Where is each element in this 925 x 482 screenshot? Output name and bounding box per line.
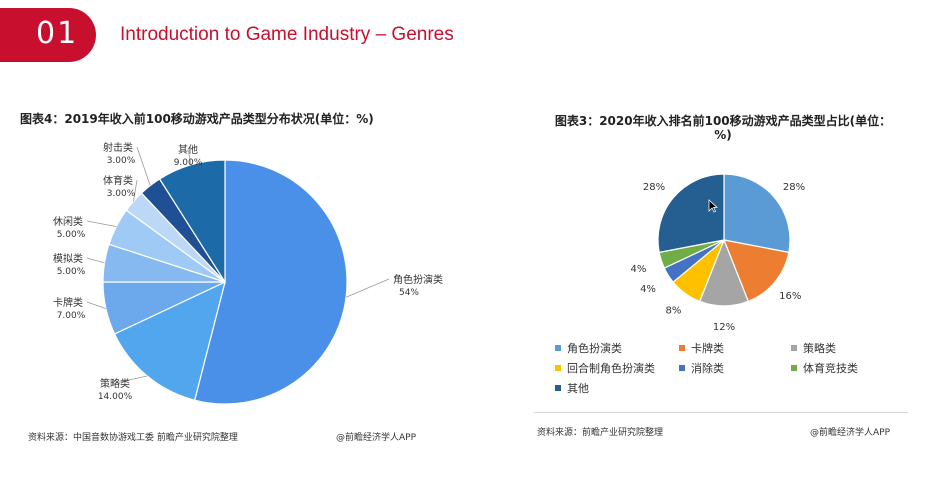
chart1-slice-1 xyxy=(113,280,226,401)
chart1-leader-line xyxy=(114,375,148,384)
chart1-slice-value: 7.00% xyxy=(57,311,86,321)
chart1-slice-value: 54% xyxy=(399,288,419,298)
chart2-slice-value: 4% xyxy=(630,264,646,275)
chart1-slice-label: 策略类 xyxy=(100,377,130,390)
legend-swatch xyxy=(555,385,561,391)
chart2-source: 资料来源：前瞻产业研究院整理 xyxy=(537,428,664,438)
chart1-slice-label: 体育类 xyxy=(103,174,133,187)
chart1-slice-label: 角色扮演类 xyxy=(393,273,443,286)
chart1-leader-line xyxy=(345,278,390,298)
chart1-slice-value: 3.00% xyxy=(107,156,136,166)
chart1-slice-label: 模拟类 xyxy=(53,252,83,265)
chart1-leader-line xyxy=(86,257,105,264)
chart2-slice-value: 28% xyxy=(783,182,805,193)
chart1-source: 资料来源：中国音数协游戏工委 前瞻产业研究院整理 xyxy=(28,433,238,443)
chart2-legend-item: 回合制角色扮演类 xyxy=(555,360,679,376)
legend-swatch xyxy=(791,345,797,351)
chart2-slice-value: 16% xyxy=(779,291,801,302)
chart2-credit: @前瞻经济学人APP xyxy=(810,428,891,438)
chart1-credit: @前瞻经济学人APP xyxy=(336,433,417,443)
chart2-slice-value: 12% xyxy=(713,322,735,333)
legend-swatch xyxy=(791,365,797,371)
chart2-divider xyxy=(534,412,908,413)
chart2-slice-value: 8% xyxy=(666,306,682,317)
legend-label: 体育竞技类 xyxy=(803,362,858,375)
section-number-badge: 01 xyxy=(0,8,96,62)
legend-swatch xyxy=(679,365,685,371)
chart2-legend: 角色扮演类 卡牌类 策略类回合制角色扮演类 消除类 体育竞技类其他 xyxy=(555,340,915,396)
chart1-slice-0 xyxy=(193,159,348,405)
legend-swatch xyxy=(555,365,561,371)
chart2-slice-0 xyxy=(723,173,791,254)
chart2-legend-item: 角色扮演类 xyxy=(555,340,679,356)
chart1-slice-value: 5.00% xyxy=(57,230,86,240)
chart1-slice-value: 9.00% xyxy=(174,158,203,168)
chart1-slice-label: 卡牌类 xyxy=(53,296,83,309)
chart2-slice-value: 4% xyxy=(640,284,656,295)
chart2-slice-1 xyxy=(723,239,790,303)
chart2-title: 图表3：2020年收入排名前100移动游戏产品类型占比(单位：%) xyxy=(554,114,892,142)
legend-swatch xyxy=(679,345,685,351)
chart1-leader-line xyxy=(133,179,138,202)
slide-title: Introduction to Game Industry – Genres xyxy=(120,24,454,45)
legend-label: 其他 xyxy=(567,382,589,395)
chart1-leader-line xyxy=(136,146,151,186)
legend-label: 卡牌类 xyxy=(691,342,724,355)
chart1-slice-value: 14.00% xyxy=(98,392,133,402)
chart2-legend-item: 其他 xyxy=(555,380,679,396)
legend-label: 策略类 xyxy=(803,342,836,355)
chart1-leader-line xyxy=(86,301,107,309)
chart1-slice-label: 射击类 xyxy=(103,141,133,154)
chart2-legend-item: 体育竞技类 xyxy=(791,360,901,376)
chart2-legend-item: 卡牌类 xyxy=(679,340,791,356)
chart2-legend-item: 消除类 xyxy=(679,360,791,376)
section-number: 01 xyxy=(36,16,79,51)
legend-swatch xyxy=(555,345,561,351)
mouse-pointer-icon xyxy=(708,199,718,213)
chart2-slice-6 xyxy=(657,173,725,254)
chart2-slice-value: 28% xyxy=(643,182,665,193)
chart2-legend-item: 策略类 xyxy=(791,340,901,356)
chart1-leader-line xyxy=(86,220,117,228)
chart1-title: 图表4：2019年收入前100移动游戏产品类型分布状况(单位：%) xyxy=(20,112,374,126)
chart1-slice-value: 3.00% xyxy=(107,189,136,199)
chart1-slice-label: 其他 xyxy=(178,143,198,156)
legend-label: 回合制角色扮演类 xyxy=(567,362,655,375)
chart1-slice-value: 5.00% xyxy=(57,267,86,277)
legend-label: 角色扮演类 xyxy=(567,342,622,355)
legend-label: 消除类 xyxy=(691,362,724,375)
chart1-slice-label: 休闲类 xyxy=(53,215,83,228)
chart1-leader-line xyxy=(187,148,192,165)
